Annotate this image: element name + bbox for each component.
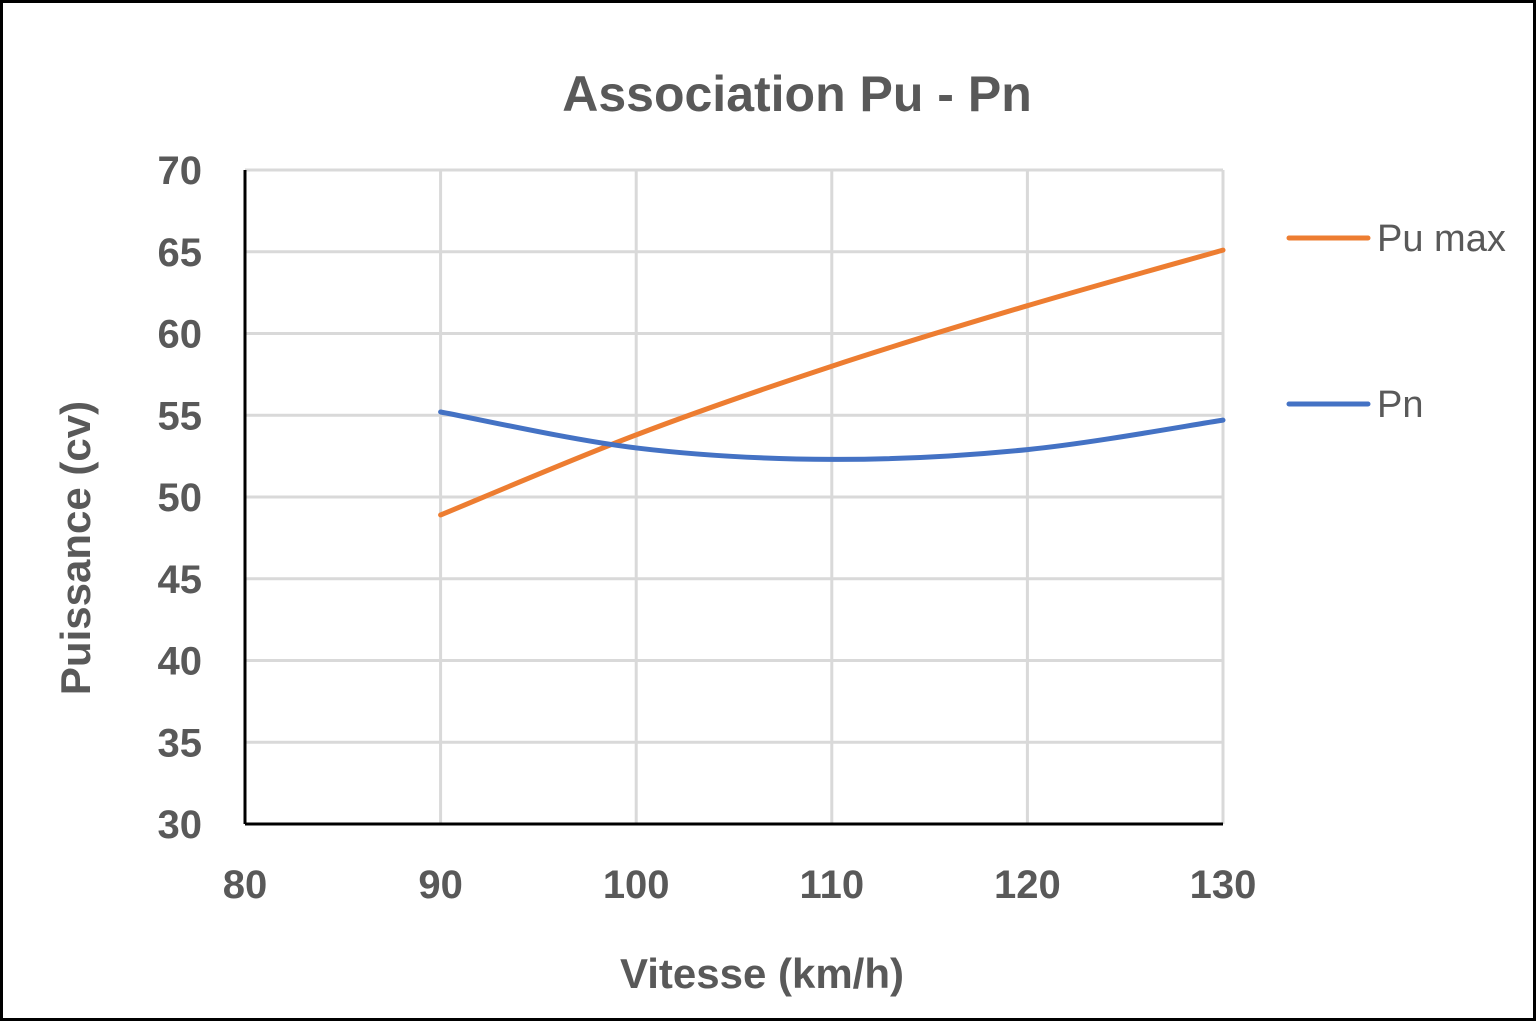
legend: Pu max Pn	[1286, 218, 1506, 426]
x-tick-label: 110	[800, 863, 865, 907]
x-tick-label: 80	[223, 863, 268, 907]
legend-label-pu-max: Pu max	[1377, 218, 1506, 260]
y-tick-label: 50	[158, 476, 203, 520]
x-axis-label: Vitesse (km/h)	[620, 950, 904, 997]
series-line-pn	[438, 409, 1226, 462]
series-line-pu-max	[438, 247, 1226, 518]
x-tick-label: 90	[418, 863, 463, 907]
y-axis-label: Puissance (cv)	[52, 401, 99, 695]
x-tick-label: 100	[603, 863, 670, 907]
gridlines	[245, 168, 1225, 824]
y-tick-label: 40	[158, 640, 203, 684]
y-tick-label: 55	[158, 394, 203, 438]
tick-labels: 30 35 40 45 50 55 60 65 70 80 90 100 110 120 130	[158, 149, 1257, 907]
legend-label-pn: Pn	[1377, 384, 1423, 426]
y-tick-label: 65	[158, 231, 203, 275]
series	[438, 247, 1226, 518]
y-tick-label: 30	[158, 803, 203, 847]
chart-title: Association Pu - Pn	[562, 66, 1032, 122]
x-tick-label: 120	[994, 863, 1061, 907]
y-tick-label: 35	[158, 721, 203, 765]
y-tick-label: 45	[158, 558, 203, 602]
y-tick-label: 60	[158, 313, 203, 357]
y-tick-label: 70	[158, 149, 203, 193]
x-tick-label: 130	[1190, 863, 1257, 907]
axes	[243, 170, 1223, 826]
